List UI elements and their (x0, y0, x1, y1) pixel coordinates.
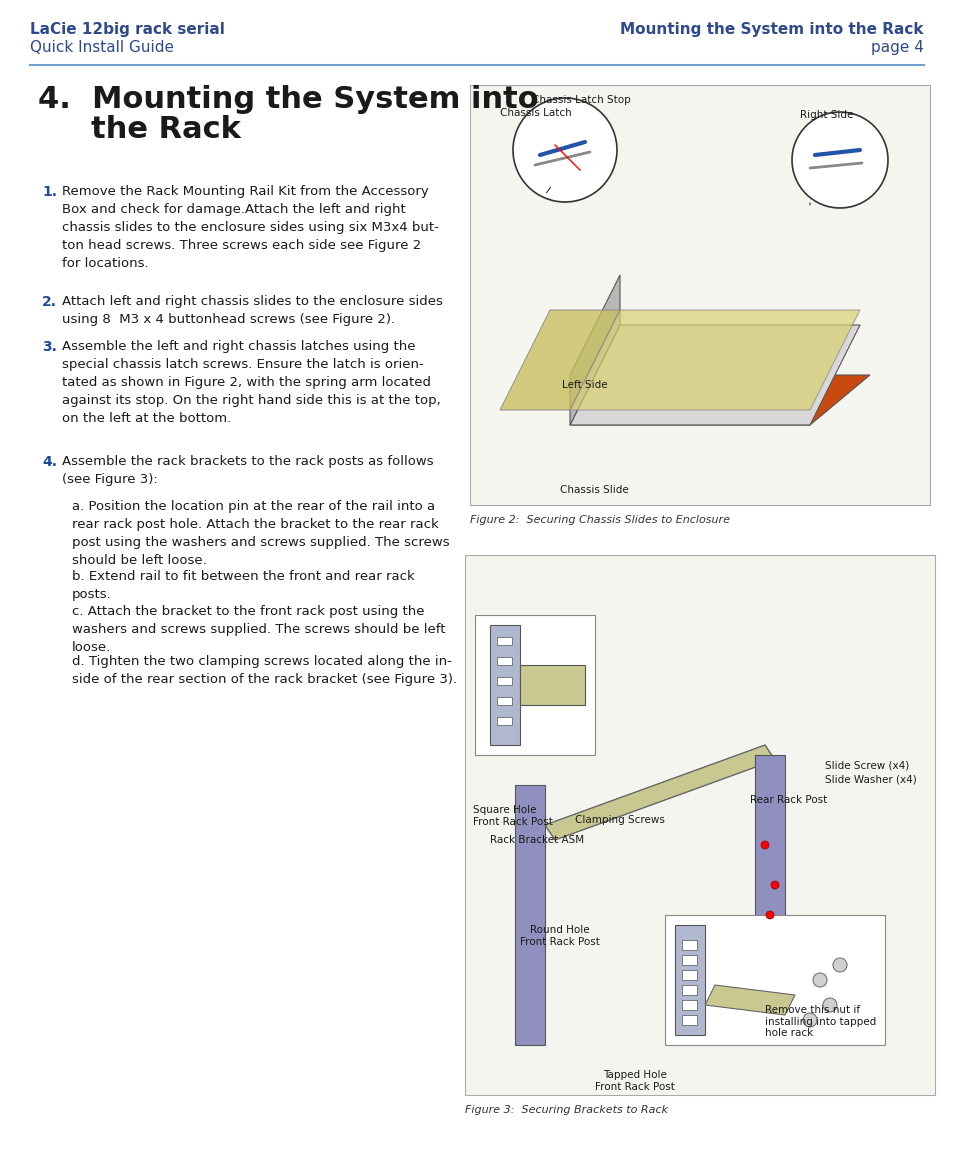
Circle shape (513, 98, 617, 202)
Bar (681, 985, 697, 995)
Polygon shape (490, 625, 519, 745)
FancyBboxPatch shape (664, 915, 884, 1045)
Text: Right Side: Right Side (800, 110, 853, 120)
Text: Chassis Latch Stop: Chassis Latch Stop (532, 95, 630, 105)
Text: 2.: 2. (42, 295, 57, 309)
Text: Figure 3:  Securing Brackets to Rack: Figure 3: Securing Brackets to Rack (464, 1105, 667, 1115)
Polygon shape (754, 756, 784, 1015)
Text: Rack Bracket ASM: Rack Bracket ASM (490, 835, 583, 845)
Circle shape (791, 112, 887, 208)
Text: Rear Rack Post: Rear Rack Post (749, 795, 826, 805)
Text: 1.: 1. (42, 185, 57, 199)
Bar (497, 717, 512, 725)
Text: Chassis Slide: Chassis Slide (559, 485, 628, 495)
Polygon shape (515, 784, 544, 1045)
Text: Remove the Rack Mounting Rail Kit from the Accessory
Box and check for damage.At: Remove the Rack Mounting Rail Kit from t… (62, 185, 438, 270)
Text: Round Hole
Front Rack Post: Round Hole Front Rack Post (519, 924, 599, 946)
Text: d. Tighten the two clamping screws located along the in-
side of the rear sectio: d. Tighten the two clamping screws locat… (71, 655, 456, 686)
Text: Left Side: Left Side (561, 379, 607, 390)
Polygon shape (499, 310, 619, 410)
Text: Mounting the System into the Rack: Mounting the System into the Rack (619, 22, 923, 37)
Text: a. Position the location pin at the rear of the rail into a
rear rack post hole.: a. Position the location pin at the rear… (71, 500, 449, 567)
Bar (497, 638, 512, 644)
Text: Tapped Hole
Front Rack Post: Tapped Hole Front Rack Post (595, 1070, 674, 1091)
Text: Square Hole
Front Rack Post: Square Hole Front Rack Post (473, 805, 553, 826)
Polygon shape (704, 985, 794, 1015)
Circle shape (812, 973, 826, 987)
Circle shape (770, 880, 779, 889)
Circle shape (802, 1014, 816, 1027)
Text: Assemble the rack brackets to the rack posts as follows
(see Figure 3):: Assemble the rack brackets to the rack p… (62, 455, 434, 486)
FancyBboxPatch shape (464, 555, 934, 1095)
Circle shape (832, 958, 846, 972)
Bar (681, 1015, 697, 1025)
Bar (497, 697, 512, 705)
Text: 4.: 4. (42, 455, 57, 469)
Bar (497, 677, 512, 685)
Bar (681, 1000, 697, 1010)
Text: the Rack: the Rack (38, 115, 240, 143)
Polygon shape (569, 375, 869, 425)
FancyBboxPatch shape (475, 616, 595, 756)
Bar (497, 657, 512, 665)
Polygon shape (569, 275, 619, 425)
Circle shape (765, 911, 773, 919)
Circle shape (822, 998, 836, 1012)
Polygon shape (544, 745, 774, 840)
Polygon shape (569, 310, 859, 410)
Text: LaCie 12big rack serial: LaCie 12big rack serial (30, 22, 225, 37)
Polygon shape (519, 665, 584, 705)
Circle shape (760, 841, 768, 849)
Text: Quick Install Guide: Quick Install Guide (30, 40, 173, 56)
Bar (681, 970, 697, 980)
Bar (681, 939, 697, 950)
Text: Remove this nut if
installing into tapped
hole rack: Remove this nut if installing into tappe… (764, 1005, 876, 1038)
Text: Slide Washer (x4): Slide Washer (x4) (824, 775, 916, 784)
Text: Assemble the left and right chassis latches using the
special chassis latch scre: Assemble the left and right chassis latc… (62, 340, 440, 425)
Text: Attach left and right chassis slides to the enclosure sides
using 8  M3 x 4 butt: Attach left and right chassis slides to … (62, 295, 442, 326)
Text: Slide Screw (x4): Slide Screw (x4) (824, 760, 908, 771)
Polygon shape (675, 924, 704, 1036)
Text: c. Attach the bracket to the front rack post using the
washers and screws suppli: c. Attach the bracket to the front rack … (71, 605, 445, 654)
Text: page 4: page 4 (870, 40, 923, 56)
Text: Figure 2:  Securing Chassis Slides to Enclosure: Figure 2: Securing Chassis Slides to Enc… (470, 515, 729, 525)
Polygon shape (569, 325, 859, 425)
Bar (681, 955, 697, 965)
Text: 4.  Mounting the System into: 4. Mounting the System into (38, 84, 538, 115)
Text: Clamping Screws: Clamping Screws (575, 815, 664, 825)
Text: Chassis Latch: Chassis Latch (499, 108, 571, 118)
Text: b. Extend rail to fit between the front and rear rack
posts.: b. Extend rail to fit between the front … (71, 570, 415, 600)
FancyBboxPatch shape (470, 84, 929, 504)
Text: 3.: 3. (42, 340, 57, 354)
